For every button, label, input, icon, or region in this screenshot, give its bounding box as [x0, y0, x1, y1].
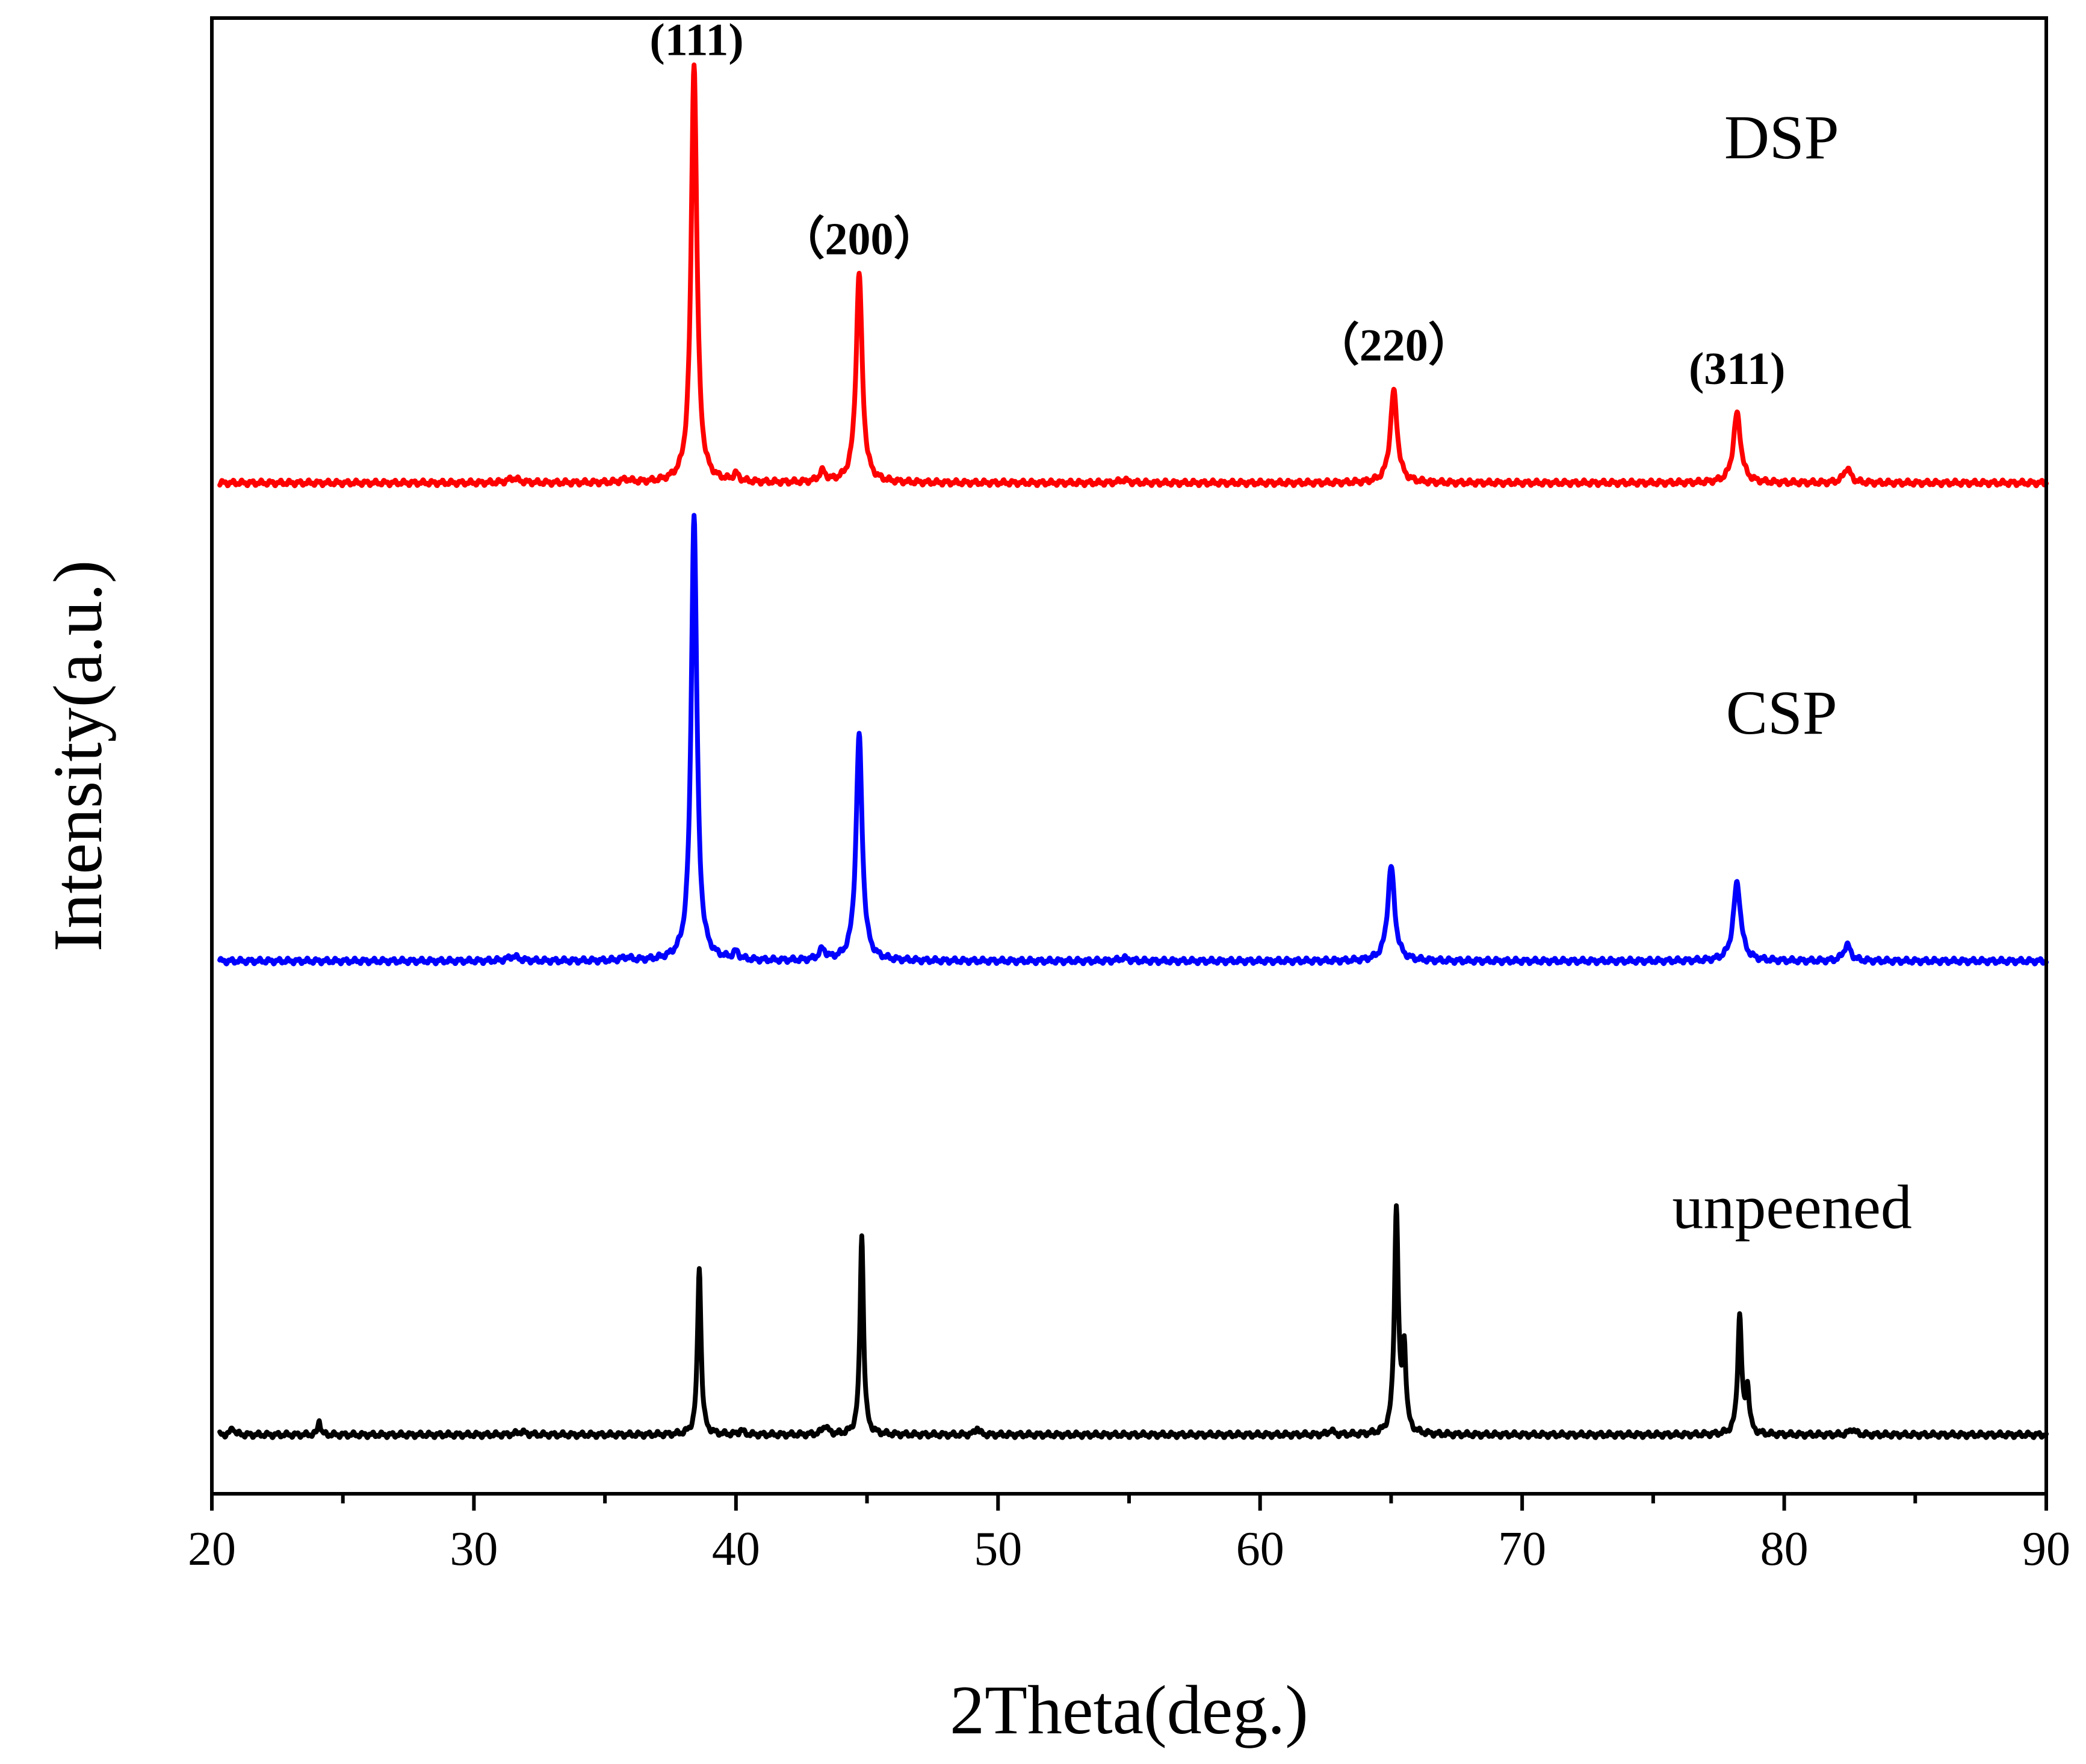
x-axis-title: 2Theta(deg.) — [950, 1672, 1308, 1749]
peak-annotation-3: (311) — [1689, 344, 1785, 394]
x-tick-label-60: 60 — [1236, 1523, 1284, 1576]
peak-annotation-2: （220） — [1314, 320, 1474, 371]
peak-annotation-1: （200） — [779, 214, 939, 264]
x-tick-label-20: 20 — [188, 1523, 236, 1576]
series-labels: DSP CSP unpeened — [1672, 103, 1911, 1242]
x-tick-label-40: 40 — [712, 1523, 760, 1576]
x-tick-label-80: 80 — [1760, 1523, 1809, 1576]
peak-annotations: (111) （200） （220） (311) — [649, 14, 1785, 394]
x-axis-tick-labels: 20 30 40 50 60 70 80 90 — [188, 1523, 2070, 1576]
series-label-unpeened: unpeened — [1672, 1173, 1911, 1242]
series-line-DSP — [217, 62, 2049, 489]
peak-annotation-0: (111) — [649, 14, 743, 65]
series-label-CSP: CSP — [1726, 678, 1837, 747]
series-traces — [217, 62, 2049, 1440]
x-tick-label-50: 50 — [974, 1523, 1022, 1576]
x-tick-label-70: 70 — [1498, 1523, 1546, 1576]
x-tick-label-30: 30 — [450, 1523, 498, 1576]
x-axis-ticks — [210, 1494, 2048, 1511]
y-axis-title: Intensity(a.u.) — [40, 560, 117, 952]
series-line-unpeened — [217, 1203, 2049, 1440]
series-line-CSP — [217, 513, 2049, 967]
series-label-DSP: DSP — [1724, 103, 1839, 172]
x-tick-label-90: 90 — [2022, 1523, 2070, 1576]
